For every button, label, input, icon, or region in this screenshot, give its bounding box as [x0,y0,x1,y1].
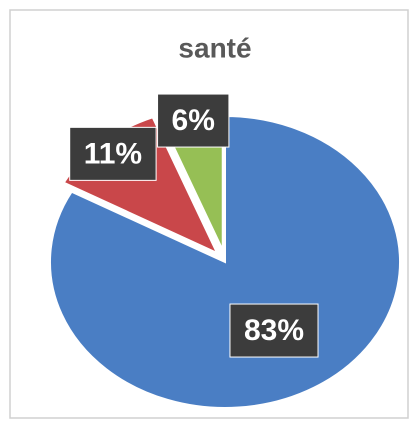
data-label-box [229,303,319,358]
data-label: 6% [172,104,215,137]
data-label: 83% [244,314,304,347]
data-label: 11% [84,137,142,170]
data-label-box [69,126,157,181]
data-label-box [157,93,230,148]
chart-title: santé [178,32,251,63]
